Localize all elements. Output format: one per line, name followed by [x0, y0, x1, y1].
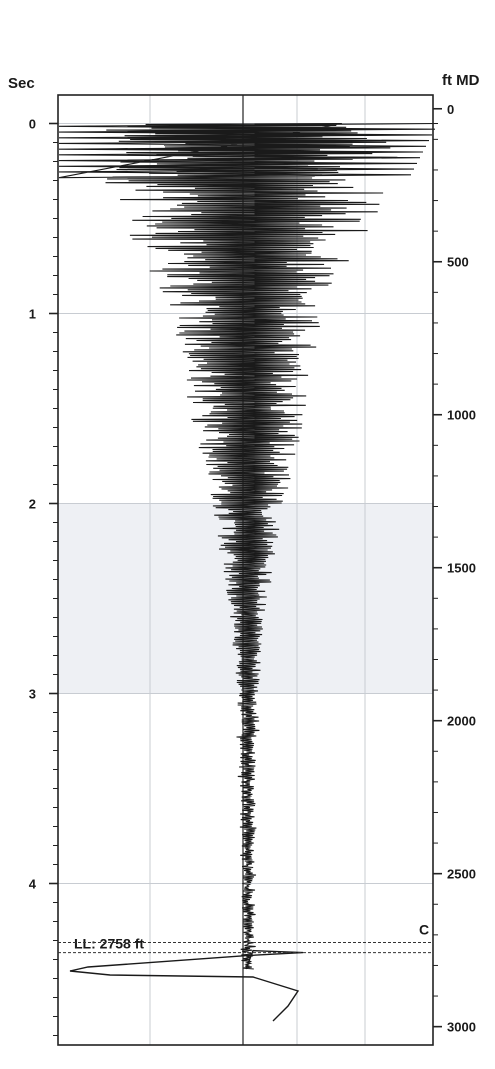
left-tick-label: 1 — [29, 307, 36, 322]
left-tick-label: 4 — [29, 877, 37, 892]
annotations: LL: 2758 ft C — [58, 922, 433, 954]
right-tick-label: 500 — [447, 255, 469, 270]
trace-tail — [69, 949, 304, 1022]
c-marker-label: C — [419, 922, 429, 938]
gridlines — [58, 95, 433, 1045]
right-axis-title: ft MD — [442, 72, 480, 89]
left-axis-title: Sec — [8, 75, 35, 92]
trace-layer — [58, 122, 439, 1022]
axes: 0 1 2 3 4 0 500 1000 1500 2000 2500 3000 — [29, 102, 476, 1036]
right-tick-label: 2000 — [447, 714, 476, 729]
right-tick-label: 1000 — [447, 408, 476, 423]
seismic-trace — [58, 122, 439, 970]
left-tick-label: 3 — [29, 687, 36, 702]
plot-frame — [57, 94, 434, 1046]
left-tick-label: 2 — [29, 497, 36, 512]
right-tick-label: 0 — [447, 102, 454, 117]
log-depth-label: LL: 2758 ft — [74, 936, 144, 952]
left-tick-label: 0 — [29, 117, 36, 132]
right-tick-label: 3000 — [447, 1020, 476, 1035]
right-tick-label: 1500 — [447, 561, 476, 576]
plot-border — [57, 94, 434, 1046]
right-tick-label: 2500 — [447, 867, 476, 882]
